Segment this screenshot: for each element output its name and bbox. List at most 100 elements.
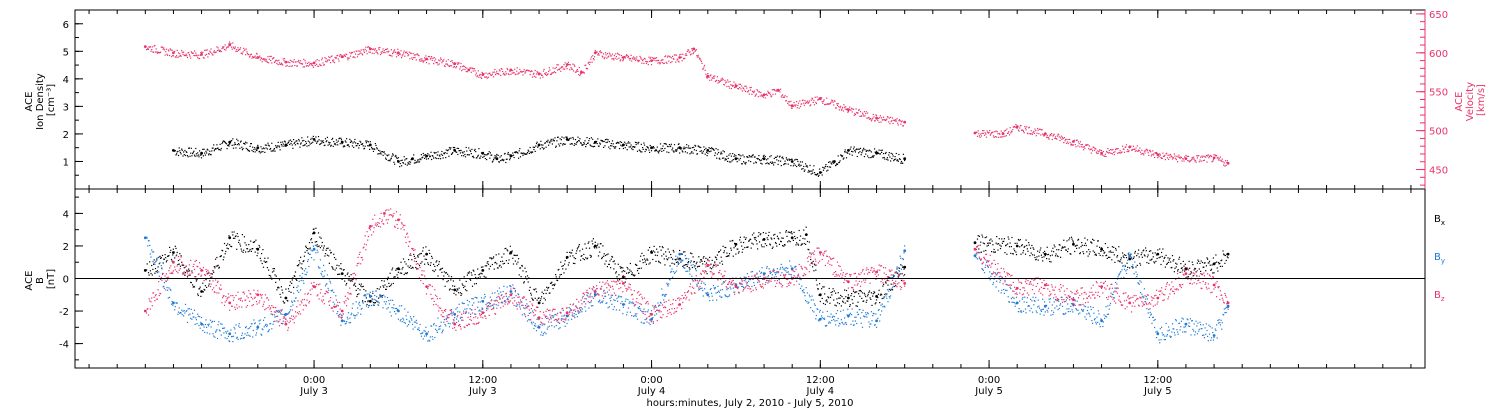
dot-bx bbox=[454, 285, 456, 287]
dot-velocity bbox=[983, 130, 985, 132]
dot-bx bbox=[692, 256, 694, 258]
dot-density bbox=[636, 142, 638, 144]
dot-bx bbox=[546, 289, 548, 291]
point-density bbox=[622, 143, 625, 147]
point-velocity bbox=[312, 61, 316, 65]
dot-velocity bbox=[900, 121, 903, 123]
dot-bx bbox=[183, 264, 185, 266]
dot-velocity bbox=[1145, 150, 1147, 152]
dot-bx bbox=[1164, 256, 1166, 258]
dot-bx bbox=[1110, 251, 1112, 253]
dot-by bbox=[418, 329, 421, 332]
dot-bx bbox=[342, 269, 344, 271]
dot-bx bbox=[1058, 244, 1060, 246]
dot-by bbox=[330, 282, 332, 284]
dot-density bbox=[198, 156, 200, 158]
dot-density bbox=[431, 158, 433, 161]
dot-bx bbox=[534, 297, 536, 299]
dot-velocity bbox=[745, 85, 747, 87]
dot-bx bbox=[1062, 247, 1064, 249]
dot-by bbox=[458, 303, 460, 305]
dot-density bbox=[448, 147, 451, 149]
dot-bx bbox=[739, 239, 741, 241]
dot-density bbox=[434, 157, 437, 159]
dot-density bbox=[396, 157, 398, 160]
dot-bx bbox=[557, 279, 559, 282]
dot-by bbox=[280, 322, 282, 324]
dot-density bbox=[622, 147, 624, 150]
dot-velocity bbox=[1118, 152, 1120, 154]
dot-velocity bbox=[882, 119, 884, 121]
dot-velocity bbox=[764, 97, 766, 99]
dot-density bbox=[394, 155, 396, 158]
dot-velocity bbox=[711, 79, 713, 81]
dot-density bbox=[394, 163, 396, 165]
dot-bx bbox=[213, 266, 215, 268]
dot-density bbox=[702, 152, 704, 154]
dot-velocity bbox=[287, 61, 289, 63]
dot-velocity bbox=[307, 65, 309, 67]
dot-density bbox=[422, 156, 424, 158]
dot-density bbox=[655, 148, 657, 151]
dot-velocity bbox=[1093, 146, 1095, 148]
dot-density bbox=[280, 143, 282, 146]
dot-velocity bbox=[579, 75, 581, 77]
dot-by bbox=[204, 331, 206, 333]
dot-velocity bbox=[1185, 154, 1187, 157]
dot-bx bbox=[441, 267, 444, 269]
dot-bx bbox=[558, 276, 561, 278]
dot-bx bbox=[1081, 242, 1083, 244]
dot-by bbox=[446, 315, 448, 317]
dot-velocity bbox=[644, 58, 646, 60]
dot-density bbox=[349, 138, 351, 140]
dot-density bbox=[239, 147, 241, 149]
dot-by bbox=[495, 304, 497, 306]
dot-bx bbox=[667, 248, 669, 250]
dot-bx bbox=[372, 292, 374, 294]
dot-bx bbox=[418, 265, 421, 267]
dot-velocity bbox=[887, 116, 889, 118]
dot-density bbox=[326, 140, 328, 142]
dot-velocity bbox=[424, 59, 426, 61]
dot-density bbox=[433, 157, 435, 159]
dot-velocity bbox=[832, 101, 834, 103]
dot-velocity bbox=[806, 100, 809, 102]
dot-velocity bbox=[215, 51, 217, 53]
dot-density bbox=[609, 148, 611, 150]
dot-velocity bbox=[1192, 158, 1194, 160]
dot-bx bbox=[983, 243, 986, 245]
dot-bx bbox=[1095, 254, 1097, 256]
dot-density bbox=[614, 147, 616, 149]
dot-by bbox=[482, 308, 484, 310]
dot-density bbox=[290, 142, 292, 144]
dot-velocity bbox=[245, 54, 247, 56]
dot-bx bbox=[1081, 244, 1083, 246]
dot-density bbox=[351, 145, 353, 147]
dot-bx bbox=[1187, 276, 1190, 278]
dot-by bbox=[576, 306, 578, 308]
dot-density bbox=[874, 148, 876, 150]
dot-bx bbox=[1155, 254, 1158, 256]
dot-bx bbox=[1108, 251, 1110, 253]
dot-velocity bbox=[1022, 129, 1024, 131]
dot-by bbox=[259, 323, 261, 325]
dot-velocity bbox=[770, 96, 772, 98]
dot-velocity bbox=[568, 63, 570, 66]
dot-bx bbox=[772, 246, 774, 248]
dot-density bbox=[316, 141, 318, 143]
dot-by bbox=[161, 268, 163, 270]
dot-velocity bbox=[435, 62, 437, 64]
dot-bx bbox=[477, 277, 479, 279]
dot-velocity bbox=[603, 58, 605, 60]
dot-bx bbox=[165, 261, 167, 263]
bottom-panel-data bbox=[143, 208, 1230, 344]
dot-by bbox=[235, 324, 237, 326]
dot-velocity bbox=[767, 90, 769, 92]
dot-density bbox=[659, 149, 661, 152]
dot-density bbox=[471, 156, 474, 158]
dot-density bbox=[580, 142, 582, 144]
dot-by bbox=[507, 299, 509, 301]
dot-density bbox=[884, 152, 887, 155]
dot-velocity bbox=[1086, 144, 1088, 146]
dot-density bbox=[341, 143, 343, 145]
